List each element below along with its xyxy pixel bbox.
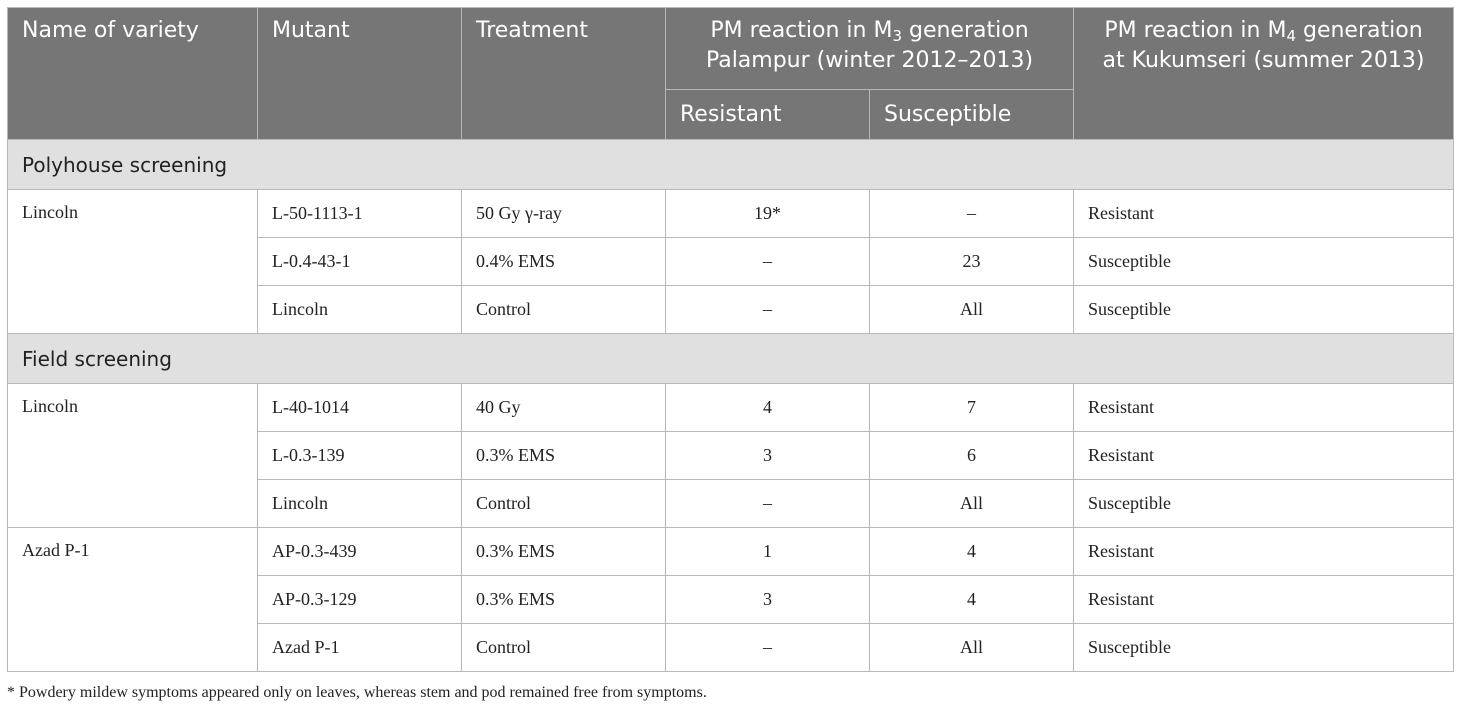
resistant-cell: –	[665, 237, 870, 286]
m4-reaction-cell: Resistant	[1073, 575, 1454, 624]
table-row: Lincoln Control – All Susceptible	[8, 285, 1454, 334]
section-title: Field screening	[7, 333, 1454, 384]
table-row: Azad P-1 Control – All Susceptible	[8, 623, 1454, 672]
treatment-cell: 40 Gy	[461, 383, 666, 432]
footnote: * Powdery mildew symptoms appeared only …	[7, 684, 707, 701]
table-row: AP-0.3-129 0.3% EMS 3 4 Resistant	[8, 575, 1454, 624]
susceptible-cell: All	[869, 479, 1074, 528]
table-row: Lincoln L-50-1113-1 50 Gy γ-ray 19* – Resista…	[7, 189, 1454, 334]
treatment-cell: Control	[461, 623, 666, 672]
susceptible-cell: 4	[869, 527, 1074, 576]
header-susceptible: Susceptible	[869, 89, 1074, 140]
header-treatment: Treatment	[461, 7, 666, 140]
table-row: Lincoln Control – All Susceptible	[8, 479, 1454, 528]
m4-reaction-cell: Susceptible	[1073, 623, 1454, 672]
resistant-cell: 4	[665, 383, 870, 432]
m4-reaction-cell: Resistant	[1073, 431, 1454, 480]
variety-cell: Lincoln	[7, 189, 258, 334]
results-table: Name of variety Mutant Treatment PM reac…	[7, 7, 1454, 672]
susceptible-cell: –	[869, 189, 1074, 238]
susceptible-cell: All	[869, 285, 1074, 334]
m4-reaction-cell: Resistant	[1073, 189, 1454, 238]
resistant-cell: 3	[665, 431, 870, 480]
susceptible-cell: 7	[869, 383, 1074, 432]
mutant-cell: L-50-1113-1	[257, 189, 462, 238]
header-variety: Name of variety	[7, 7, 258, 140]
mutant-cell: L-40-1014	[257, 383, 462, 432]
variety-cell: Azad P-1	[7, 527, 258, 672]
susceptible-cell: All	[869, 623, 1074, 672]
section-title: Polyhouse screening	[7, 139, 1454, 190]
table-header: Name of variety Mutant Treatment PM reac…	[7, 7, 1454, 140]
mutant-cell: Lincoln	[257, 479, 462, 528]
treatment-cell: 0.3% EMS	[461, 527, 666, 576]
mutant-cell: AP-0.3-439	[257, 527, 462, 576]
section-header-row: Field screening	[7, 333, 1454, 384]
header-m4-reaction: PM reaction in M4 generation at Kukumseri…	[1073, 7, 1454, 140]
table-row: L-0.4-43-1 0.4% EMS –23 Susceptible	[8, 237, 1454, 286]
susceptible-cell: 6	[869, 431, 1074, 480]
m4-reaction-cell: Susceptible	[1073, 285, 1454, 334]
mutant-cell: Azad P-1	[257, 623, 462, 672]
treatment-cell: 0.3% EMS	[461, 575, 666, 624]
susceptible-cell: 23	[869, 237, 1074, 286]
m4-reaction-cell: Susceptible	[1073, 479, 1454, 528]
resistant-cell: 3	[665, 575, 870, 624]
resistant-cell: –	[665, 285, 870, 334]
susceptible-cell: 4	[869, 575, 1074, 624]
variety-cell: Lincoln	[7, 383, 258, 528]
header-mutant: Mutant	[257, 7, 462, 140]
table-row: Azad P-1 AP-0.3-439 0.3% EMS 1 4 Resistant	[7, 527, 1454, 672]
mutant-cell: Lincoln	[257, 285, 462, 334]
treatment-cell: 0.3% EMS	[461, 431, 666, 480]
table-row: Lincoln L-40-1014 40 Gy 4 7 Resistant	[7, 383, 1454, 528]
table-body: Polyhouse screening Lincoln L-50-1113-1 50 …	[7, 139, 1454, 672]
m4-reaction-cell: Susceptible	[1073, 237, 1454, 286]
treatment-cell: 50 Gy γ-ray	[461, 189, 666, 238]
treatment-cell: 0.4% EMS	[461, 237, 666, 286]
mutant-cell: AP-0.3-129	[257, 575, 462, 624]
resistant-cell: 1	[665, 527, 870, 576]
section-header-row: Polyhouse screening	[7, 139, 1454, 190]
resistant-cell: –	[665, 623, 870, 672]
treatment-cell: Control	[461, 285, 666, 334]
treatment-cell: Control	[461, 479, 666, 528]
mutant-cell: L-0.3-139	[257, 431, 462, 480]
header-m3-reaction: PM reaction in M3 generation Palampur (wi…	[665, 7, 1074, 90]
header-resistant: Resistant	[665, 89, 870, 140]
m4-reaction-cell: Resistant	[1073, 383, 1454, 432]
m4-reaction-cell: Resistant	[1073, 527, 1454, 576]
resistant-cell: 19*	[665, 189, 870, 238]
resistant-cell: –	[665, 479, 870, 528]
mutant-cell: L-0.4-43-1	[257, 237, 462, 286]
table-row: L-0.3-139 0.3% EMS 3 6 Resistant	[8, 431, 1454, 480]
